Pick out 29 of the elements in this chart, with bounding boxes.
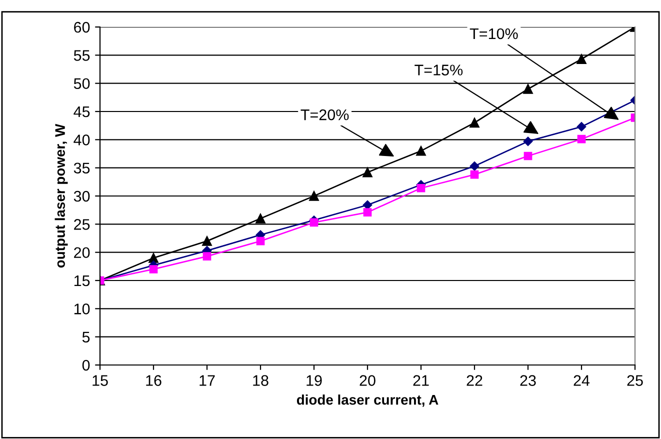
y-tick-label: 60 <box>74 22 90 33</box>
annotation: T=15% <box>414 64 463 76</box>
x-tick-label: 24 <box>574 375 590 386</box>
x-tick-label: 25 <box>627 375 643 386</box>
y-tick-label: 0 <box>82 360 90 371</box>
y-tick-label: 10 <box>74 304 90 314</box>
x-tick-label: 16 <box>146 375 162 386</box>
x-tick-label: 22 <box>466 375 482 386</box>
y-tick-label: 15 <box>74 276 90 286</box>
annotation: T=20% <box>300 109 349 120</box>
y-tick-label: 35 <box>74 162 90 174</box>
y-tick-label: 40 <box>74 134 90 146</box>
y-tick-label: 50 <box>74 78 90 90</box>
x-tick-label: 23 <box>520 375 536 386</box>
x-tick-label: 20 <box>360 375 376 386</box>
y-tick-label: 30 <box>74 190 90 202</box>
y-tick-label: 55 <box>74 50 90 61</box>
x-tick-label: 19 <box>306 375 322 386</box>
x-tick-label: 15 <box>92 375 108 386</box>
annotation: T=10% <box>470 28 518 40</box>
y-tick-label: 20 <box>74 247 90 258</box>
x-axis-title: diode laser current, A <box>296 394 438 407</box>
x-tick-label: 21 <box>413 375 429 386</box>
x-tick-label: 17 <box>200 375 215 386</box>
y-axis-title: output laser power, W <box>54 124 68 268</box>
y-tick-label: 25 <box>74 219 90 230</box>
x-tick-label: 18 <box>253 375 268 386</box>
y-tick-label: 5 <box>82 332 90 343</box>
y-tick-label: 45 <box>74 106 90 118</box>
